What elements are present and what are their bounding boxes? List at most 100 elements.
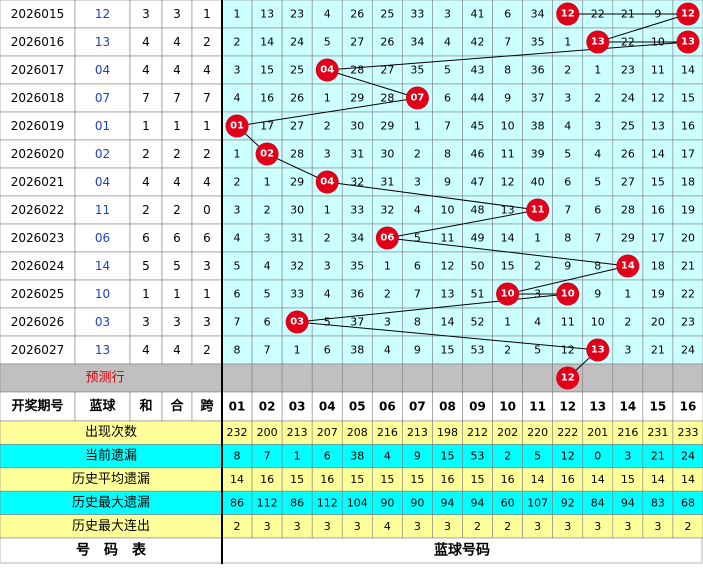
stat-value: 198 — [437, 426, 458, 439]
cell-text: 4 — [234, 92, 241, 105]
cell — [74, 279, 131, 309]
sum: 1 — [142, 119, 150, 133]
cell — [462, 139, 493, 169]
cell-text: 21 — [681, 260, 695, 273]
ball — [676, 30, 700, 54]
cell — [281, 335, 313, 365]
stat-value: 15 — [350, 473, 364, 486]
stat-value: 213 — [287, 426, 308, 439]
cell-text: 10 — [591, 316, 605, 329]
ball — [616, 254, 640, 278]
cell-text: 18 — [681, 176, 695, 189]
cell — [402, 167, 433, 197]
he: 3 — [173, 7, 181, 21]
cell — [672, 279, 703, 309]
cell-text: 15 — [440, 344, 454, 357]
cell — [74, 55, 131, 85]
stat-value: 7 — [264, 450, 271, 463]
cell-text: 18 — [651, 260, 665, 273]
cell-text: 2 — [384, 288, 391, 301]
cell-text: 33 — [410, 8, 424, 21]
stat-value: 232 — [227, 426, 248, 439]
cell-text: 1 — [534, 232, 541, 245]
cell-text: 36 — [350, 288, 364, 301]
cell-text: 4 — [384, 344, 391, 357]
cell — [221, 391, 253, 422]
cell-text: 30 — [350, 120, 364, 133]
cell — [161, 0, 193, 29]
cell-text: 1 — [594, 64, 601, 77]
cell-text: 1 — [384, 260, 391, 273]
cell-text: 50 — [471, 260, 485, 273]
cell-text: 48 — [471, 204, 485, 217]
stat-value: 83 — [651, 496, 665, 509]
stat-value: 8 — [234, 450, 241, 463]
cell-text: 5 — [324, 316, 331, 329]
kua: 4 — [203, 175, 211, 189]
stat-value: 92 — [561, 496, 575, 509]
cell — [432, 139, 463, 169]
cell-text: 23 — [290, 8, 304, 21]
stat-value: 9 — [414, 450, 421, 463]
cell-text: 29 — [290, 176, 304, 189]
cell — [372, 111, 403, 141]
cell — [432, 363, 463, 393]
cell — [161, 335, 193, 365]
cell-text: 8 — [444, 148, 451, 161]
cell-text: 28 — [621, 204, 635, 217]
cell — [221, 223, 253, 253]
cell — [672, 83, 703, 113]
stat-value: 231 — [647, 426, 668, 439]
cell-text: 8 — [504, 64, 511, 77]
cell — [612, 111, 644, 141]
cell — [492, 391, 523, 422]
cell-text: 6 — [264, 316, 271, 329]
stat-value: 207 — [317, 426, 338, 439]
cell — [432, 335, 463, 365]
cell — [462, 363, 493, 393]
period: 2026016 — [11, 35, 64, 49]
cell — [672, 391, 703, 422]
cell-text: 13 — [651, 120, 665, 133]
cell — [129, 55, 163, 85]
cell — [0, 391, 76, 422]
header-cell: 04 — [319, 400, 336, 414]
cell — [129, 167, 163, 197]
cell — [642, 251, 674, 281]
cell — [0, 167, 76, 197]
cell-text: 7 — [234, 316, 241, 329]
header-cell: 13 — [589, 400, 606, 414]
kua: 0 — [203, 203, 211, 217]
cell-text: 13 — [440, 288, 454, 301]
cell-text: 5 — [594, 176, 601, 189]
cell-text: 46 — [471, 148, 485, 161]
cell — [492, 251, 523, 281]
cell — [221, 167, 253, 197]
cell — [74, 139, 131, 169]
cell — [522, 391, 553, 422]
cell — [432, 111, 463, 141]
cell — [582, 279, 614, 309]
stat-value: 213 — [407, 426, 428, 439]
cell-text: 27 — [380, 64, 394, 77]
cell — [492, 363, 523, 393]
stat-value: 4 — [384, 450, 391, 463]
cell-text: 17 — [651, 232, 665, 245]
cell-text: 3 — [264, 232, 271, 245]
cell — [74, 111, 131, 141]
header-cell: 09 — [469, 400, 486, 414]
cell — [612, 391, 644, 422]
period: 2026021 — [11, 175, 64, 189]
cell-text: 5 — [564, 148, 571, 161]
cell — [74, 27, 131, 57]
cell-text: 29 — [350, 92, 364, 105]
cell-text: 2 — [324, 232, 331, 245]
cell-text: 3 — [594, 120, 601, 133]
ball-number: 12 — [561, 9, 575, 20]
cell-text: 1 — [294, 344, 301, 357]
cell — [0, 27, 76, 57]
stat-value: 86 — [230, 496, 244, 509]
cell — [612, 363, 644, 393]
cell — [191, 0, 223, 29]
blue: 04 — [95, 63, 110, 77]
